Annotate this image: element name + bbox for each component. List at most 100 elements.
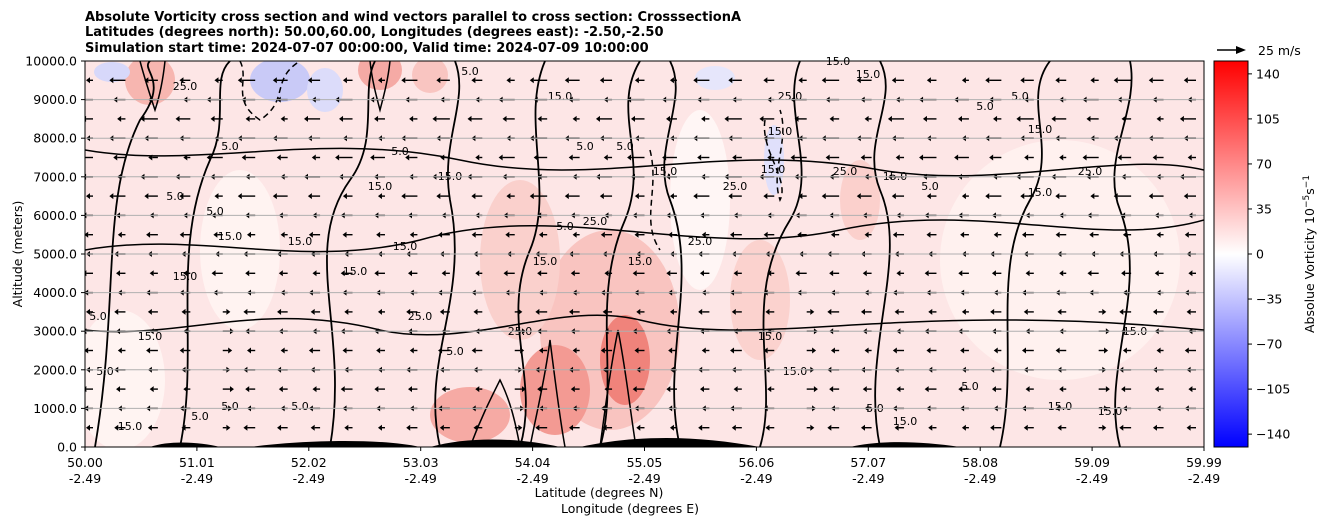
wind-vector	[1122, 231, 1132, 238]
y-axis-label: Altitude (meters)	[10, 201, 25, 308]
colorbar-tick-label: 105	[1256, 111, 1280, 126]
wind-vector	[864, 115, 872, 122]
wind-vector	[278, 270, 288, 277]
wind-vector	[1089, 231, 1099, 238]
wind-vector	[475, 386, 483, 393]
colorbar-label-unit: s	[1302, 188, 1317, 195]
y-tick-label: 2000.0	[33, 362, 77, 377]
contour-line-negative	[649, 149, 661, 251]
wind-vector	[989, 154, 1002, 161]
wind-vector	[603, 154, 613, 161]
wind-vector	[985, 77, 1002, 84]
contour-label: 15.0	[1048, 400, 1073, 413]
contour-line	[94, 61, 155, 447]
wind-vector	[376, 231, 385, 238]
colorbar-label-exp1: −5	[1302, 195, 1312, 208]
contour-label: 5.0	[1011, 90, 1029, 103]
wind-vector	[183, 270, 191, 277]
wind-vector	[471, 193, 483, 200]
contour-label: 5.0	[221, 400, 239, 413]
x-tick-label-lat: 58.08	[962, 455, 998, 470]
field-region-blue	[695, 66, 735, 90]
wind-vector	[602, 424, 613, 431]
contour-label: 25.0	[688, 235, 713, 248]
colorbar-tick-label: 140	[1256, 66, 1280, 81]
contour-label: 5.0	[221, 140, 239, 153]
wind-vector	[958, 270, 969, 277]
wind-vector	[86, 424, 93, 431]
colorbar-tick-label: −105	[1256, 382, 1290, 397]
wind-vector	[514, 386, 526, 393]
wind-vector	[179, 193, 191, 200]
wind-vector	[377, 77, 385, 84]
colorbar-label: Absolue Vorticity 10−5s−1	[1302, 175, 1317, 333]
contour-line	[326, 61, 376, 447]
wind-vector	[821, 77, 840, 84]
wind-vector	[993, 347, 1002, 354]
wind-vector	[438, 347, 450, 354]
wind-vector	[1021, 347, 1034, 354]
contour-label: 5.0	[556, 220, 574, 233]
wind-vector	[206, 154, 223, 161]
contour-labels: 5.0 5.0 15.0 15.0 5.0 5.0 5.0 15.0 25.0 5.0 15.0 15…	[89, 55, 1147, 433]
wind-vector	[991, 386, 1002, 393]
wind-vector	[669, 424, 677, 431]
contour-line	[759, 61, 803, 447]
wind-vector	[303, 115, 321, 122]
wind-vector	[763, 231, 775, 238]
wind-vector	[1183, 193, 1196, 200]
contour-line	[179, 61, 231, 447]
wind-vector	[535, 308, 548, 315]
wind-vector	[728, 77, 742, 84]
contour-label: 5.0	[616, 140, 634, 153]
chart-title-line-3: Simulation start time: 2024-07-07 00:00:…	[85, 41, 649, 56]
contour-label: 5.0	[191, 410, 209, 423]
contour-line-negative	[763, 109, 784, 202]
wind-vector	[1188, 386, 1196, 393]
contour-label: 25.0	[723, 180, 748, 193]
wind-vector	[669, 77, 677, 84]
wind-vector	[860, 424, 872, 431]
wind-vector	[698, 308, 710, 315]
wind-vector	[564, 193, 580, 200]
x-axis: 50.00-2.4951.01-2.4952.02-2.4953.03-2.49…	[67, 447, 1222, 486]
wind-vector	[147, 424, 158, 431]
wind-vector	[1020, 193, 1034, 200]
wind-vector	[241, 154, 256, 161]
wind-vector	[864, 347, 872, 354]
wind-vector	[724, 115, 742, 122]
wind-vector	[662, 154, 677, 161]
x-tick-label-lon: -2.49	[1076, 471, 1108, 486]
wind-vector	[894, 308, 905, 315]
wind-vector	[1186, 424, 1196, 431]
wind-vector	[1148, 77, 1164, 84]
field-region-red	[125, 61, 175, 105]
contour-label: 25.0	[778, 90, 803, 103]
wind-vector	[699, 270, 710, 277]
contour-label: 15.0	[393, 240, 418, 253]
wind-vector	[1021, 231, 1034, 238]
chart-title-line-2: Latitudes (degrees north): 50.00,60.00, …	[85, 25, 664, 40]
contour-label: 5.0	[166, 190, 184, 203]
wind-vector	[954, 154, 969, 161]
y-tick-label: 1000.0	[33, 401, 77, 416]
contour-line	[139, 61, 166, 113]
contour-label: 15.0	[783, 365, 808, 378]
wind-vector	[896, 270, 905, 277]
field-region-white	[200, 170, 280, 330]
wind-vector	[1055, 193, 1067, 200]
x-axis-label-2: Longitude (degrees E)	[561, 501, 699, 516]
contour-label: 5.0	[921, 180, 939, 193]
wind-vector	[408, 270, 418, 277]
wind-vector	[310, 424, 321, 431]
wind-vector	[1023, 424, 1034, 431]
wind-vector	[827, 308, 840, 315]
wind-vector	[894, 424, 905, 431]
wind-vector	[280, 347, 288, 354]
wind-vector	[991, 270, 1002, 277]
wind-vector	[312, 270, 321, 277]
wind-vector	[406, 424, 418, 431]
contour-label: 5.0	[446, 345, 464, 358]
wind-vector	[514, 308, 523, 315]
y-tick-label: 10000.0	[25, 54, 77, 69]
